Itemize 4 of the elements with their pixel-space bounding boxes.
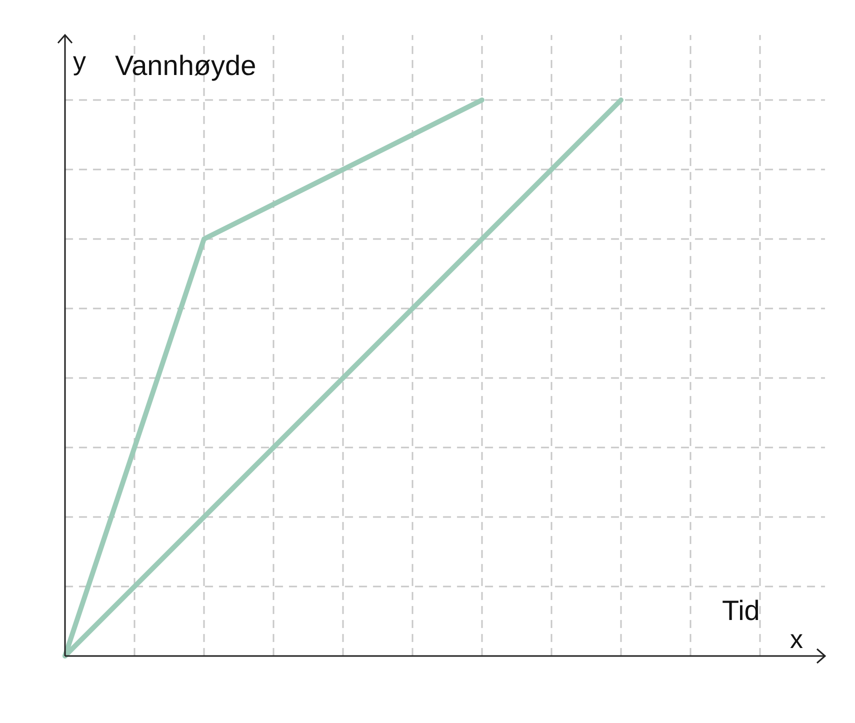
text: y xyxy=(73,46,86,76)
y-axis-title: Vannhøyde xyxy=(115,50,256,81)
x-axis-title: Tid xyxy=(722,595,760,626)
annotation: x xyxy=(790,624,803,654)
